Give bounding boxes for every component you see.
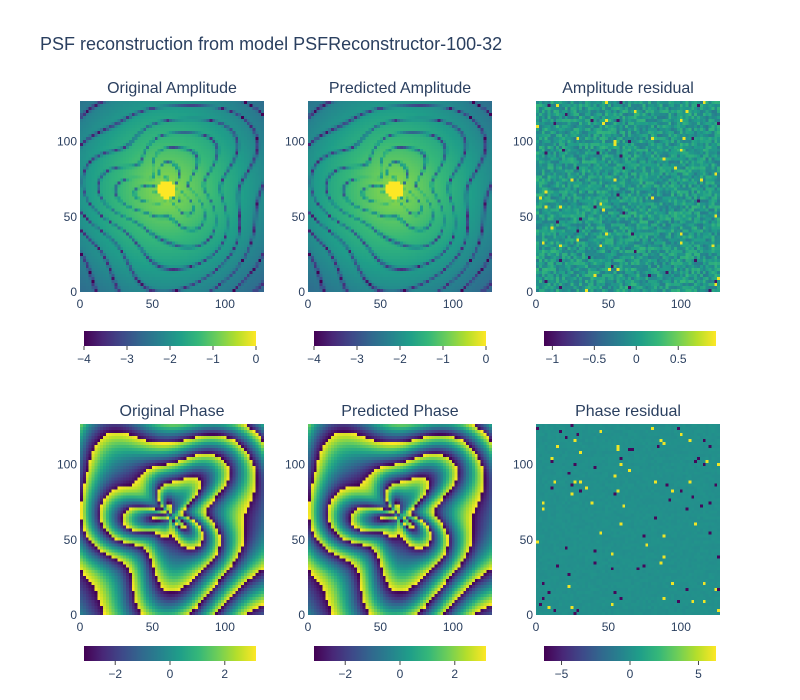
x-tick-label: 100: [443, 297, 463, 311]
x-tick-label: 0: [77, 620, 84, 634]
colorbar-tick-label: −0.5: [582, 352, 606, 366]
subplot-title: Original Amplitude: [107, 80, 237, 97]
x-tick-label: 0: [533, 620, 540, 634]
colorbar: [544, 331, 716, 346]
colorbar-tick-label: 0: [253, 352, 260, 366]
y-tick-label: 100: [513, 135, 533, 149]
colorbar-tick-label: 0.5: [670, 352, 687, 366]
colorbar: [544, 646, 716, 661]
colorbar-tick-label: −4: [77, 352, 91, 366]
colorbar-tick-label: 0: [633, 352, 640, 366]
x-tick-label: 50: [146, 620, 160, 634]
heatmap-image: [536, 424, 720, 615]
panel-predicted-phase: Predicted Phase 0 50 100 0 50 100 −2 0 2: [285, 403, 492, 681]
colorbar: [314, 331, 486, 346]
x-tick-label: 50: [602, 297, 616, 311]
y-tick-label: 100: [57, 135, 77, 149]
x-tick-label: 0: [77, 297, 84, 311]
figure-title: PSF reconstruction from model PSFReconst…: [40, 34, 502, 54]
y-tick-label: 100: [285, 135, 305, 149]
x-tick-label: 50: [374, 620, 388, 634]
colorbar-tick-label: 0: [483, 352, 490, 366]
colorbar-tick-label: 5: [695, 667, 702, 681]
colorbar-tick-label: 0: [167, 667, 174, 681]
colorbar-tick-label: −3: [350, 352, 364, 366]
y-tick-label: 100: [285, 458, 305, 472]
y-tick-label: 0: [526, 285, 533, 299]
y-tick-label: 50: [292, 210, 306, 224]
y-tick-label: 100: [513, 458, 533, 472]
x-tick-label: 0: [305, 620, 312, 634]
colorbar: [314, 646, 486, 661]
colorbar-tick-label: 0: [627, 667, 634, 681]
colorbar: [84, 331, 256, 346]
colorbar-tick-label: −2: [163, 352, 177, 366]
colorbar-tick-label: −1: [546, 352, 560, 366]
colorbar-tick-label: −3: [120, 352, 134, 366]
x-tick-label: 100: [671, 297, 691, 311]
x-tick-label: 100: [215, 620, 235, 634]
subplot-title: Predicted Phase: [341, 403, 459, 420]
colorbar-tick-label: −2: [108, 667, 122, 681]
heatmap-image: [80, 424, 264, 615]
panel-amplitude-residual: Amplitude residual 0 50 100 0 50 100 −1 −0.5 0 0.5: [513, 80, 720, 366]
subplot-title: Original Phase: [120, 403, 225, 420]
x-tick-label: 50: [146, 297, 160, 311]
heatmap-image: [308, 101, 492, 292]
y-tick-label: 50: [64, 210, 78, 224]
panel-phase-residual: Phase residual 0 50 100 0 50 100 −5 0 5: [513, 403, 720, 681]
heatmap-image: [536, 101, 720, 292]
y-tick-label: 100: [57, 458, 77, 472]
panel-original-amplitude: Original Amplitude 0 50 100 0 50 100 −4 −3 −2 −1 0: [57, 80, 264, 366]
x-tick-label: 100: [671, 620, 691, 634]
colorbar-tick-label: −1: [436, 352, 450, 366]
y-tick-label: 50: [64, 533, 78, 547]
x-tick-label: 50: [374, 297, 388, 311]
y-tick-label: 0: [298, 608, 305, 622]
y-tick-label: 50: [520, 210, 534, 224]
subplot-title: Amplitude residual: [562, 80, 694, 97]
x-tick-label: 100: [215, 297, 235, 311]
colorbar-tick-label: −2: [393, 352, 407, 366]
x-tick-label: 0: [305, 297, 312, 311]
colorbar: [84, 646, 256, 661]
y-tick-label: 0: [70, 285, 77, 299]
y-tick-label: 0: [70, 608, 77, 622]
colorbar-tick-label: 0: [397, 667, 404, 681]
panel-original-phase: Original Phase 0 50 100 0 50 100 −2 0 2: [57, 403, 264, 681]
x-tick-label: 50: [602, 620, 616, 634]
colorbar-tick-label: 2: [451, 667, 458, 681]
heatmap-image: [80, 101, 264, 292]
heatmap-image: [308, 424, 492, 615]
y-tick-label: 50: [520, 533, 534, 547]
subplot-title: Predicted Amplitude: [329, 80, 471, 97]
y-tick-label: 50: [292, 533, 306, 547]
colorbar-tick-label: −1: [206, 352, 220, 366]
colorbar-tick-label: −4: [307, 352, 321, 366]
subplot-title: Phase residual: [575, 403, 681, 420]
colorbar-tick-label: 2: [221, 667, 228, 681]
x-tick-label: 0: [533, 297, 540, 311]
x-tick-label: 100: [443, 620, 463, 634]
y-tick-label: 0: [526, 608, 533, 622]
y-tick-label: 0: [298, 285, 305, 299]
panel-predicted-amplitude: Predicted Amplitude 0 50 100 0 50 100 −4 −3 −2 −1 0: [285, 80, 492, 366]
colorbar-tick-label: −5: [555, 667, 569, 681]
colorbar-tick-label: −2: [338, 667, 352, 681]
